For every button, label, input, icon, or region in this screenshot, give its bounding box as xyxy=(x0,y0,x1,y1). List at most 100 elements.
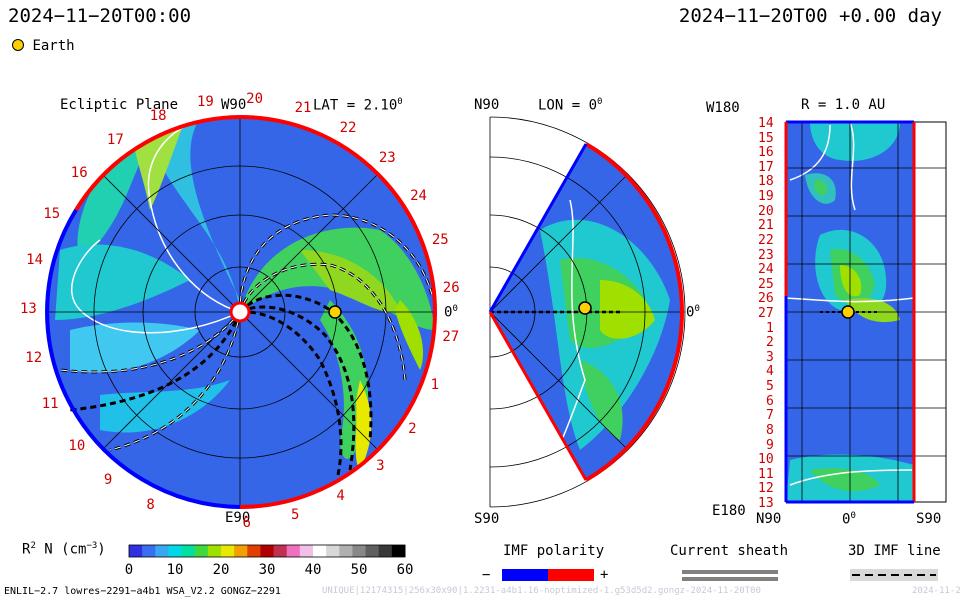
radial-y-label: 23 xyxy=(758,247,774,263)
radial-top-label: W180 xyxy=(706,100,740,116)
rotation-number: 17 xyxy=(106,131,124,148)
radial-title: R = 1.0 AU xyxy=(801,97,886,113)
radial-y-label: 20 xyxy=(758,203,774,219)
imf-plus-label: + xyxy=(600,567,609,583)
colorbar-tick: 10 xyxy=(166,562,184,578)
radial-y-label: 12 xyxy=(758,481,774,497)
colorbar-segment xyxy=(194,545,209,557)
footer-left: ENLIL−2.7 lowres−2291−a4b1 WSA_V2.2 GONG… xyxy=(4,586,281,597)
meridional-plane-plot xyxy=(488,116,686,508)
radial-y-label: 17 xyxy=(758,159,774,175)
meridional-lon: LON = 00 xyxy=(538,97,603,114)
rotation-number: 6 xyxy=(242,514,251,531)
radial-y-label: 18 xyxy=(758,174,774,190)
earth-legend-label: Earth xyxy=(32,38,75,54)
colorbar-tick: 0 xyxy=(124,562,134,578)
colorbar-segment xyxy=(326,545,340,557)
meridional-top-label: N90 xyxy=(474,97,500,113)
rotation-number: 24 xyxy=(410,188,427,205)
colorbar-tick: 30 xyxy=(258,562,276,578)
radial-x-label-n90: N90 xyxy=(756,511,782,527)
meridional-bottom-label: S90 xyxy=(474,511,500,527)
time-label-left: 2024−11−20T00:00 xyxy=(8,5,192,27)
meridional-right-label: 00 xyxy=(686,304,700,321)
earth-marker-radial-icon xyxy=(841,305,855,319)
colorbar-label: R2 N (cm−3) xyxy=(22,541,106,558)
colorbar-segment xyxy=(129,545,143,557)
colorbar-segment xyxy=(365,545,380,557)
rotation-number: 13 xyxy=(20,301,37,318)
imf-polarity-title: IMF polarity xyxy=(503,543,605,559)
rotation-number: 22 xyxy=(339,120,357,137)
rotation-number: 8 xyxy=(146,496,155,513)
colorbar-segment xyxy=(260,545,275,557)
rotation-number: 2 xyxy=(408,421,417,438)
ecliptic-top-label: W90 xyxy=(221,97,247,113)
colorbar-tick: 50 xyxy=(350,562,368,578)
radial-x-label-s90: S90 xyxy=(916,511,942,527)
rotation-number: 15 xyxy=(43,206,61,223)
imf-negative-swatch xyxy=(502,569,548,581)
ecliptic-plane-plot xyxy=(45,115,437,509)
radial-y-label: 14 xyxy=(758,116,774,131)
colorbar-segment xyxy=(391,545,406,557)
colorbar-segment xyxy=(273,545,288,557)
radial-y-label: 10 xyxy=(758,452,774,468)
colorbar xyxy=(129,545,406,557)
footer-right: UNIQUE|12174315|256x30x90|1.2231-a4b1.16… xyxy=(322,586,761,596)
rotation-number: 9 xyxy=(103,471,113,488)
radial-y-label: 8 xyxy=(766,422,774,438)
rotation-number: 27 xyxy=(442,329,460,346)
rotation-number: 3 xyxy=(376,458,385,475)
earth-marker-icon xyxy=(12,39,24,51)
radial-y-label: 16 xyxy=(758,145,774,161)
colorbar-segment xyxy=(339,545,353,557)
imf-minus-label: − xyxy=(482,567,491,583)
colorbar-segment xyxy=(286,545,301,557)
radial-y-label: 13 xyxy=(758,496,774,511)
colorbar-segment xyxy=(221,545,235,557)
sun-marker-icon xyxy=(229,301,251,323)
radial-y-label: 24 xyxy=(758,262,774,278)
ecliptic-right-label: 00 xyxy=(444,304,458,321)
rotation-number: 4 xyxy=(336,487,345,504)
radial-y-label: 5 xyxy=(766,379,774,395)
radial-y-label: 26 xyxy=(758,291,774,307)
radial-y-label: 27 xyxy=(758,306,774,321)
earth-marker-meridional-icon xyxy=(578,301,592,315)
radial-y-label: 25 xyxy=(758,276,774,292)
rotation-number: 18 xyxy=(149,107,167,124)
ecliptic-title: Ecliptic Plane xyxy=(60,97,179,113)
colorbar-segment xyxy=(247,545,261,557)
radial-y-label: 3 xyxy=(766,349,774,365)
earth-marker-ecliptic-icon xyxy=(328,305,342,319)
radial-y-label: 19 xyxy=(758,189,774,205)
imf-line-title: 3D IMF line xyxy=(848,543,941,559)
radial-y-label: 21 xyxy=(758,218,774,234)
colorbar-segment xyxy=(168,545,183,557)
rotation-number: 26 xyxy=(442,280,460,297)
rotation-number: 19 xyxy=(197,93,214,110)
radial-map-plot xyxy=(784,120,947,504)
radial-y-label: 1 xyxy=(766,320,774,336)
earth-legend: Earth xyxy=(12,38,75,54)
rotation-number: 21 xyxy=(294,100,312,117)
radial-y-label: 22 xyxy=(758,232,774,248)
radial-y-label: 11 xyxy=(758,466,774,482)
imf-positive-swatch xyxy=(548,569,594,581)
rotation-number: 16 xyxy=(70,165,88,182)
rotation-number: 25 xyxy=(431,232,449,249)
radial-y-label: 2 xyxy=(766,335,774,351)
colorbar-tick: 20 xyxy=(212,562,230,578)
rotation-number: 14 xyxy=(26,252,43,269)
colorbar-segment xyxy=(234,545,248,557)
radial-y-label: 15 xyxy=(758,130,774,146)
time-label-right: 2024−11−20T00 +0.00 day xyxy=(678,5,942,27)
colorbar-tick: 40 xyxy=(304,562,322,578)
radial-x-label-0: 00 xyxy=(842,511,856,528)
rotation-number: 23 xyxy=(378,150,396,167)
ecliptic-bottom-label: E90 xyxy=(225,510,251,526)
colorbar-segment xyxy=(181,545,196,557)
radial-y-label: 4 xyxy=(766,364,774,380)
